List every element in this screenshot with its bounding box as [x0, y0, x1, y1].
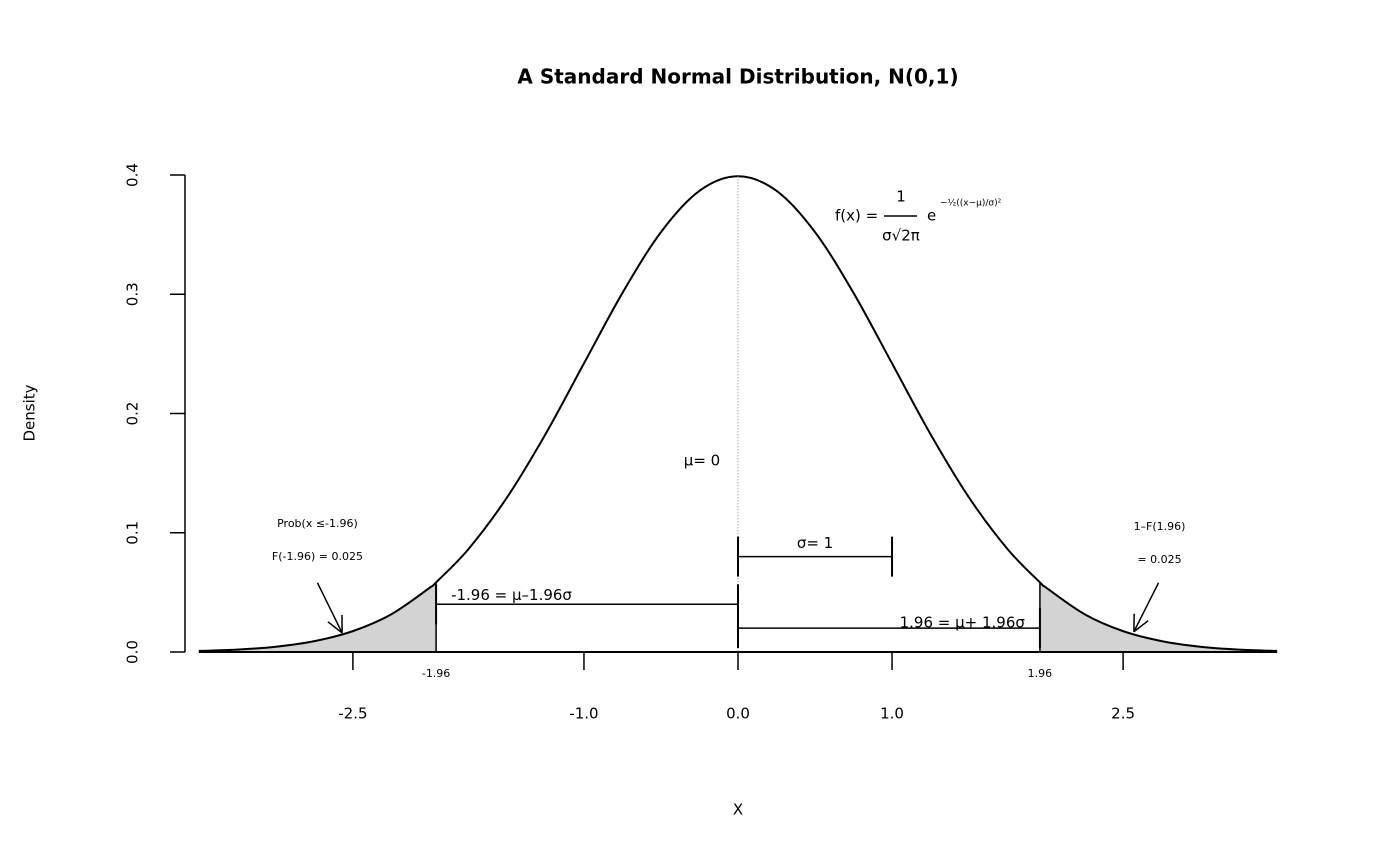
x-axis-label: X — [733, 801, 743, 819]
formula-exponent: −½((x−μ)/σ)² — [940, 199, 1002, 209]
x-tick-label: 2.5 — [1111, 705, 1135, 723]
arrow-label: F(-1.96) = 0.025 — [272, 550, 363, 563]
formula-base: e — [927, 207, 936, 225]
shaded-tail — [198, 582, 437, 652]
y-tick-label: 0.3 — [124, 282, 142, 306]
bracket-label: 1.96 = μ+ 1.96σ — [900, 614, 1026, 632]
x-tick-label: -2.5 — [338, 705, 367, 723]
x-tick-label: 0.0 — [726, 705, 750, 723]
y-tick-label: 0.0 — [124, 640, 142, 664]
chart-title: A Standard Normal Distribution, N(0,1) — [517, 65, 958, 89]
arrow — [1133, 582, 1160, 633]
arrow-label: 1–F(1.96) — [1134, 520, 1186, 533]
formula-numerator: 1 — [896, 188, 906, 206]
arrow-label: Prob(x ≤-1.96) — [277, 517, 358, 530]
bracket-label: σ= 1 — [797, 534, 833, 552]
formula-denominator: σ√2π — [882, 227, 920, 245]
mean-label: μ= 0 — [684, 452, 720, 470]
arrow-head — [327, 621, 343, 634]
y-tick-label: 0.2 — [124, 402, 142, 426]
y-tick-label: 0.1 — [124, 521, 142, 545]
formula-lhs: f(x) = — [835, 207, 878, 225]
arrow-head — [1133, 620, 1149, 633]
shaded-tail — [1039, 582, 1278, 652]
y-axis-label: Density — [21, 384, 39, 441]
x-tick-label: 1.0 — [880, 705, 904, 723]
bracket-label: -1.96 = μ–1.96σ — [451, 586, 572, 604]
arrow — [316, 582, 343, 634]
y-tick-label: 0.4 — [124, 163, 142, 187]
x-tick-label: -1.0 — [569, 705, 598, 723]
arrow-label: = 0.025 — [1137, 553, 1181, 566]
crit-tick-label: 1.96 — [1028, 667, 1053, 680]
crit-tick-label: -1.96 — [422, 667, 450, 680]
